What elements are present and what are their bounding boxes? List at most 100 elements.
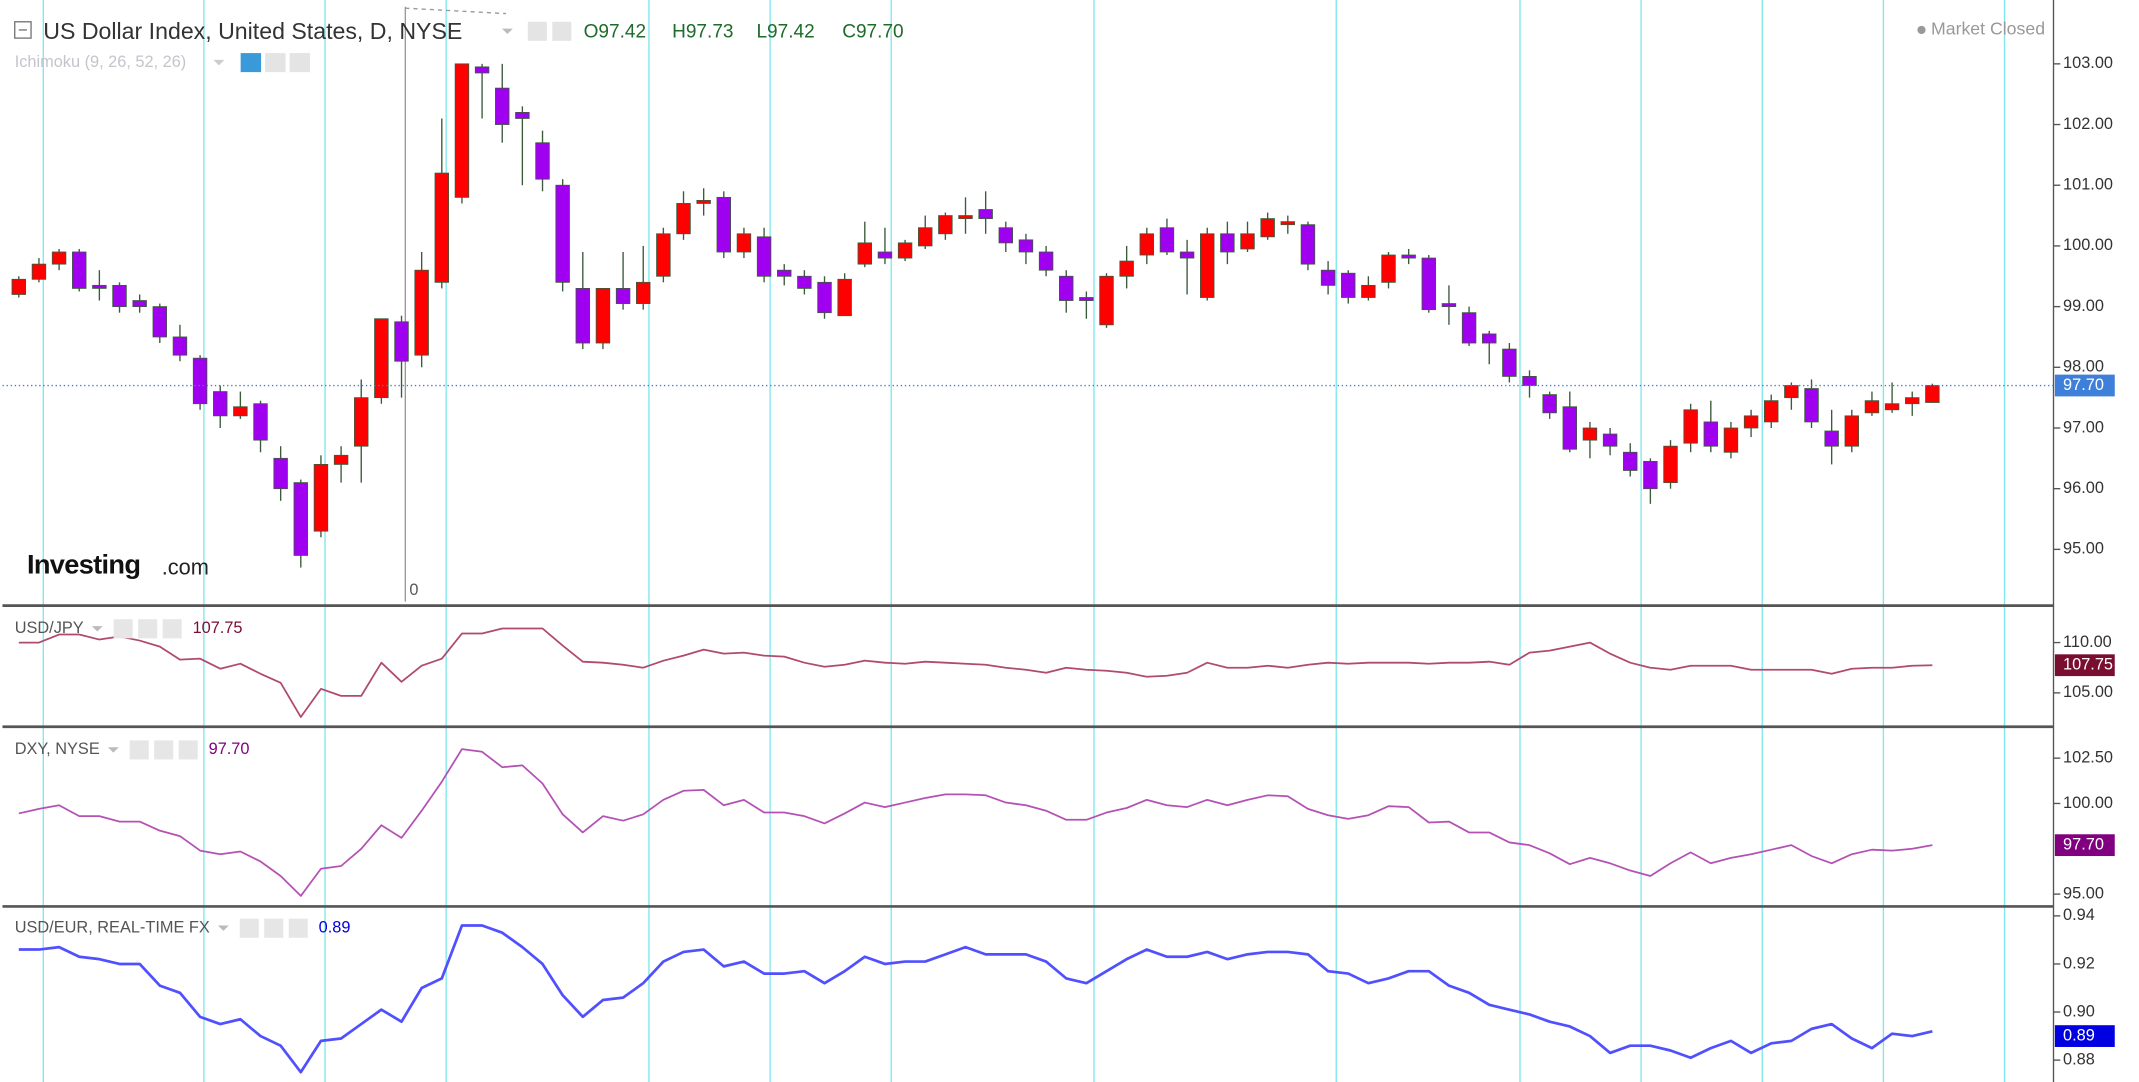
y-tick-label: 0.92 [2063,954,2095,972]
candle-body [253,403,268,441]
y-tick-label: 99.00 [2063,297,2104,315]
candle-body [172,336,188,356]
status-dot [1917,25,1926,35]
ohlc-high: H97.73 [672,22,733,43]
legend-remove[interactable] [288,918,308,938]
candle-body [354,397,369,447]
candle-body [1482,333,1497,344]
candle-body [535,142,550,180]
candle-body [736,233,752,253]
y-tick-label: 97.00 [2063,418,2104,436]
candle-body [1703,421,1719,447]
y-tick-label: 96.00 [2063,479,2104,497]
candle-body [1280,221,1296,226]
candle-body [233,406,248,417]
candle-body [1320,269,1336,286]
candle-body [958,215,973,220]
series-line [18,924,1933,1074]
candle-body [1260,218,1275,238]
candle-body [11,278,27,295]
last-value-box [2054,1025,2115,1047]
candle-body [575,287,591,344]
legend-menu[interactable] [107,747,119,753]
legend-menu[interactable] [217,925,229,931]
candle-body [72,251,87,289]
candle-body [1220,233,1235,253]
candle-body [1562,406,1578,450]
legend-remove[interactable] [178,740,198,760]
legend-value: 97.70 [209,740,250,758]
candle-body [1643,460,1658,490]
legend-visibility[interactable] [129,740,149,760]
last-value-box [2054,834,2115,857]
y-tick-label: 110.00 [2063,633,2112,651]
indicator-remove[interactable] [289,53,311,73]
candle-body [1864,400,1880,414]
candle-body [1099,275,1114,326]
legend-menu[interactable] [91,626,103,632]
indicator-visibility[interactable] [240,53,262,73]
candle-body [1502,348,1517,377]
candle-body [112,284,127,308]
candle-body [797,275,812,289]
y-tick-label: 95.00 [2063,540,2104,558]
last-value-label: 0.89 [2063,1026,2095,1044]
candle-body [474,66,490,74]
y-tick-label: 101.00 [2063,176,2113,194]
candle-body [293,482,309,556]
candle-body [1884,403,1900,411]
title-menu[interactable] [501,28,513,35]
legend-settings[interactable] [264,918,284,938]
candle-body [213,391,228,417]
candle-body [434,172,450,283]
candle-body [1663,445,1678,484]
candle-body [1844,415,1860,447]
indicator-menu[interactable] [213,59,225,66]
last-value-box [2054,654,2115,677]
legend-visibility[interactable] [113,619,133,639]
legend-remove[interactable] [162,619,182,639]
collapse-button[interactable] [14,21,32,39]
last-value-box [2054,374,2115,397]
indicator-settings[interactable] [265,53,286,73]
candle-body [515,111,530,119]
visibility-button[interactable] [527,21,547,41]
candle-body [897,242,913,259]
legend-visibility[interactable] [239,918,259,938]
candle-body [394,321,409,362]
candle-body [1361,284,1376,298]
last-value-label: 97.70 [2063,835,2104,853]
candle-body [1018,239,1034,253]
candle-body [696,199,711,204]
y-tick-label: 100.00 [2063,794,2113,812]
y-tick-label: 98.00 [2063,358,2104,376]
last-value-label: 107.75 [2063,656,2113,674]
candle-body [1925,385,1940,403]
legend-settings[interactable] [138,619,158,639]
legend-settings[interactable] [154,740,174,760]
y-tick-label: 105.00 [2063,683,2113,701]
indicator-label: Ichimoku (9, 26, 52, 26) [15,53,187,71]
candle-body [1038,251,1054,271]
series-line [18,627,1933,718]
crosshair-guide [405,7,507,15]
candle-body [132,300,147,308]
candle-body [1623,451,1638,471]
candle-body [756,236,772,277]
candle-body [777,269,792,277]
chart-title: US Dollar Index, United States, D, NYSE [43,18,462,44]
legend-name: USD/JPY [15,619,84,637]
candle-body [998,227,1014,244]
candle-body [716,196,732,253]
candle-body [1139,233,1155,256]
candle-body [51,251,67,265]
candle-body [656,233,671,277]
candle-body [938,215,953,235]
settings-button[interactable] [552,21,572,41]
candle-body [1784,385,1799,399]
candle-body [1441,303,1457,308]
candle-body [1602,433,1618,447]
last-value-label: 97.70 [2063,376,2104,394]
candle-body [1240,233,1255,250]
